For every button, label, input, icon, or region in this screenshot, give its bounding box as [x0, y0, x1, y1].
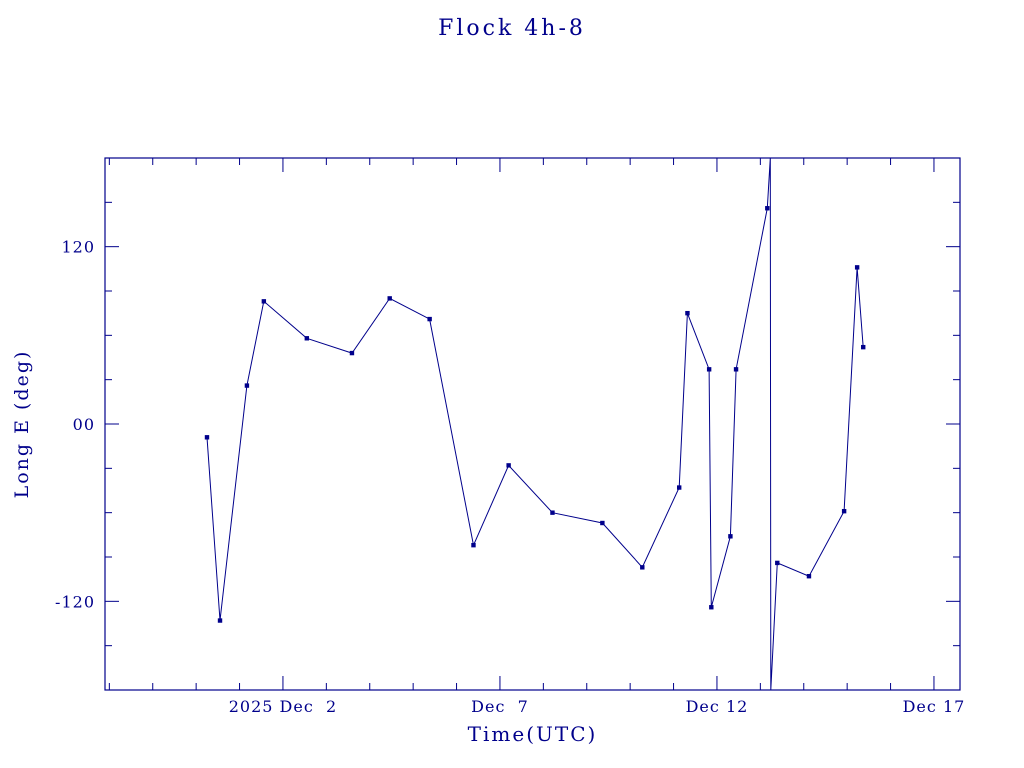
y-tick-label: -120 — [55, 592, 95, 611]
x-tick-label: Dec 7 — [471, 697, 529, 716]
data-point-marker — [685, 310, 690, 316]
data-point-marker — [728, 534, 733, 539]
x-tick-label: 2025 Dec 2 — [229, 697, 337, 716]
data-point-marker — [861, 344, 866, 350]
y-tick-label: 120 — [61, 238, 95, 257]
data-point-marker — [775, 560, 780, 566]
data-point-marker — [304, 336, 310, 341]
data-point-marker — [765, 206, 770, 211]
x-tick-label: Dec 12 — [686, 697, 749, 716]
data-point-marker — [506, 463, 511, 468]
data-point-marker — [640, 565, 645, 570]
axis-tick-labels: 2025 Dec 2 Dec 7 Dec 12 Dec 17 120 00 -120 — [55, 238, 966, 716]
x-axis-label: Time(UTC) — [467, 722, 598, 746]
data-point-marker — [349, 350, 355, 356]
data-point-marker — [806, 574, 812, 579]
plot-frame — [104, 157, 961, 691]
data-line — [206, 158, 864, 690]
data-point-marker — [854, 265, 860, 270]
data-point-marker — [261, 299, 267, 304]
data-markers — [204, 206, 866, 623]
data-point-marker — [387, 296, 392, 301]
data-point-marker — [471, 542, 476, 548]
chart-title: Flock 4h-8 — [438, 16, 586, 41]
x-tick-label: Dec 17 — [903, 697, 966, 716]
data-point-marker — [709, 605, 714, 610]
data-point-marker — [427, 316, 432, 322]
data-point-marker — [600, 520, 605, 526]
data-point-marker — [217, 618, 223, 623]
y-tick-label: 00 — [73, 415, 95, 434]
data-point-marker — [204, 435, 210, 440]
data-point-marker — [733, 367, 739, 372]
data-point-marker — [550, 510, 555, 515]
axis-ticks — [105, 158, 960, 690]
data-point-marker — [706, 367, 712, 372]
data-point-marker — [676, 485, 682, 490]
data-point-marker — [244, 383, 250, 388]
data-point-marker — [841, 508, 847, 514]
